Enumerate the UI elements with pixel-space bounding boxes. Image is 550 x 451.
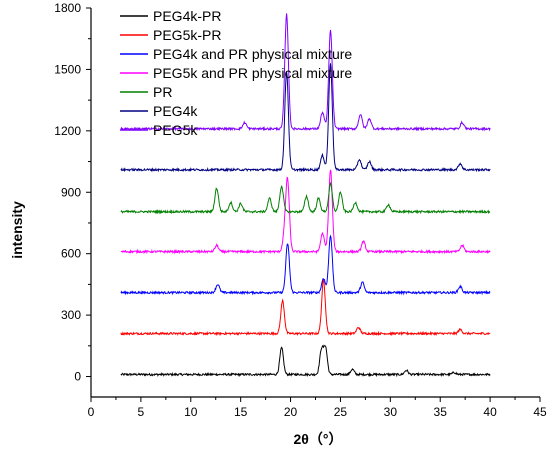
series-line-2 bbox=[120, 234, 491, 296]
legend-label: PEG4k and PR physical mixture bbox=[153, 46, 352, 62]
legend-label: PEG5k-PR bbox=[153, 27, 221, 43]
y-tick-label: 1800 bbox=[54, 1, 81, 15]
series-line-4 bbox=[120, 181, 491, 215]
legend-label: PEG4k-PR bbox=[153, 8, 221, 24]
y-tick-label: 1500 bbox=[54, 62, 81, 76]
y-tick-label: 1200 bbox=[54, 124, 81, 138]
legend-label: PEG5k bbox=[153, 122, 198, 138]
series-line-0 bbox=[120, 344, 491, 378]
x-tick-label: 30 bbox=[384, 405, 398, 419]
y-axis-ticks: 0 300 600 900 1200 1500 1800 bbox=[54, 1, 91, 384]
x-tick-label: 10 bbox=[184, 405, 198, 419]
x-axis-title: 2θ（°） bbox=[294, 431, 343, 447]
series-line-5 bbox=[120, 63, 491, 173]
y-tick-label: 900 bbox=[61, 185, 81, 199]
series-line-3 bbox=[120, 169, 491, 255]
x-tick-label: 45 bbox=[533, 405, 547, 419]
x-tick-label: 0 bbox=[88, 405, 95, 419]
series-layer bbox=[120, 13, 491, 378]
legend-label: PEG5k and PR physical mixture bbox=[153, 65, 352, 81]
legend: PEG4k-PR PEG5k-PR PEG4k and PR physical mi… bbox=[120, 8, 352, 138]
x-tick-label: 20 bbox=[284, 405, 298, 419]
x-tick-label: 15 bbox=[234, 405, 248, 419]
y-axis-title: intensity bbox=[9, 201, 25, 259]
legend-label: PR bbox=[153, 84, 172, 100]
series-line-1 bbox=[120, 277, 491, 337]
x-tick-label: 40 bbox=[483, 405, 497, 419]
y-tick-label: 600 bbox=[61, 247, 81, 261]
y-tick-label: 0 bbox=[74, 370, 81, 384]
x-tick-label: 35 bbox=[434, 405, 448, 419]
x-tick-label: 25 bbox=[334, 405, 348, 419]
x-axis-ticks: 0 5 10 15 20 25 30 35 40 45 bbox=[88, 397, 547, 419]
legend-label: PEG4k bbox=[153, 103, 198, 119]
y-tick-label: 300 bbox=[61, 308, 81, 322]
series-line-6 bbox=[120, 13, 491, 132]
x-tick-label: 5 bbox=[138, 405, 145, 419]
